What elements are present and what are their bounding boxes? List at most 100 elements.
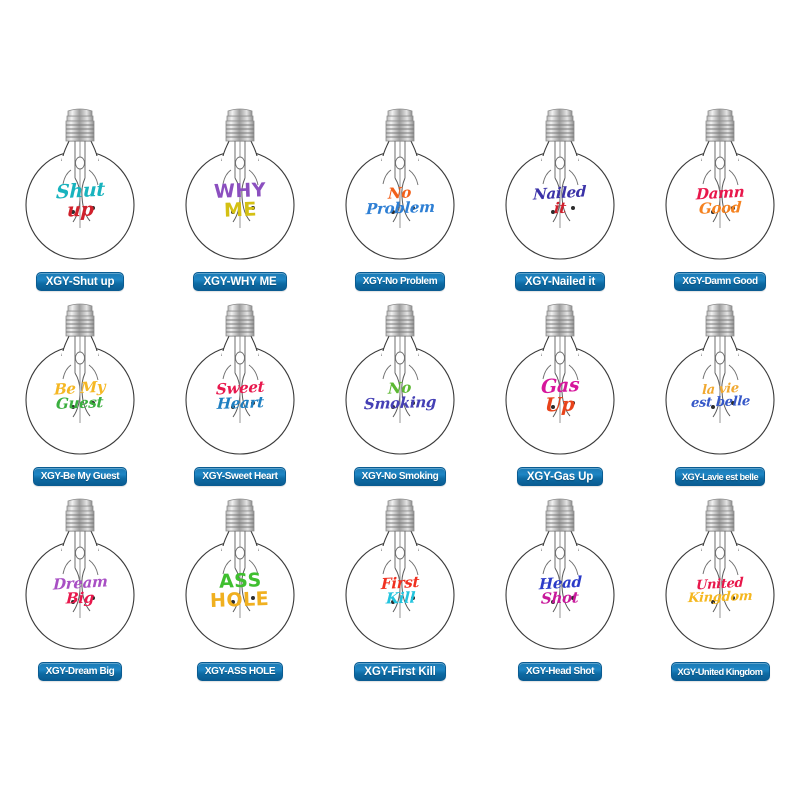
sku-label[interactable]: XGY-Head Shot xyxy=(517,662,603,681)
product-cell[interactable]: Head Shot XGY-Head Shot xyxy=(480,498,640,693)
sku-label[interactable]: XGY-United Kingdom xyxy=(670,662,770,681)
product-cell[interactable]: Damn Good XGY-Damn Good xyxy=(640,108,800,303)
bulb-filament xyxy=(702,531,739,618)
bulb-stem-bulge xyxy=(235,156,245,170)
bulb-stem-bulge xyxy=(395,546,405,560)
bulb-image[interactable]: Dream Big xyxy=(5,498,155,658)
bulb-screw-base xyxy=(225,498,255,532)
bulb-stem-bulge xyxy=(75,546,85,560)
product-cell[interactable]: Be My Guest XGY-Be My Guest xyxy=(0,303,160,498)
product-cell[interactable]: Nailed it XGY-Nailed it xyxy=(480,108,640,303)
filament-tip-left xyxy=(391,210,395,214)
filament-tip-right xyxy=(571,401,575,405)
bulb-image[interactable]: Head Shot xyxy=(485,498,635,658)
bulb-illustration xyxy=(665,108,775,260)
bulb-image[interactable]: No Problem xyxy=(325,108,475,268)
filament-tip-left xyxy=(231,405,235,409)
bulb-image[interactable]: First Kill xyxy=(325,498,475,658)
product-cell[interactable]: No Problem XGY-No Problem xyxy=(320,108,480,303)
product-cell[interactable]: ASS HOLE XGY-ASS HOLE xyxy=(160,498,320,693)
sku-label[interactable]: XGY-Shut up xyxy=(35,272,125,291)
sku-label[interactable]: XGY-Be My Guest xyxy=(32,467,128,486)
bulb-illustration xyxy=(25,108,135,260)
filament-tip-right xyxy=(251,206,255,210)
product-cell[interactable]: WHY ME XGY-WHY ME xyxy=(160,108,320,303)
product-cell[interactable]: No Smoking XGY-No Smoking xyxy=(320,303,480,498)
bulb-screw-base xyxy=(545,498,575,532)
bulb-stem-bulge xyxy=(395,351,405,365)
filament-tip-right xyxy=(251,596,255,600)
bulb-screw-base xyxy=(705,108,735,142)
bulb-screw-base xyxy=(65,303,95,337)
bulb-image[interactable]: No Smoking xyxy=(325,303,475,463)
bulb-screw-base xyxy=(705,498,735,532)
sku-label[interactable]: XGY-Sweet Heart xyxy=(194,467,286,486)
filament-tip-left xyxy=(391,405,395,409)
filament-tip-left xyxy=(71,405,75,409)
sku-label[interactable]: XGY-Damn Good xyxy=(674,272,766,291)
bulb-image[interactable]: ASS HOLE xyxy=(165,498,315,658)
bulb-screw-base xyxy=(65,498,95,532)
filament-tip-right xyxy=(731,596,735,600)
bulb-image[interactable]: Be My Guest xyxy=(5,303,155,463)
bulb-illustration xyxy=(665,303,775,455)
bulb-image[interactable]: la vie est belle xyxy=(645,303,795,463)
filament-tip-left xyxy=(711,405,715,409)
bulb-filament xyxy=(702,141,739,228)
bulb-screw-base xyxy=(705,303,735,337)
bulb-filament xyxy=(222,336,259,423)
sku-label[interactable]: XGY-No Smoking xyxy=(353,467,447,486)
product-cell[interactable]: Sweet Heart XGY-Sweet Heart xyxy=(160,303,320,498)
sku-label[interactable]: XGY-WHY ME xyxy=(193,272,287,291)
bulb-filament xyxy=(62,141,99,228)
bulb-screw-base xyxy=(225,108,255,142)
bulb-stem-bulge xyxy=(715,546,725,560)
bulb-image[interactable]: WHY ME xyxy=(165,108,315,268)
bulb-stem-bulge xyxy=(395,156,405,170)
filament-tip-right xyxy=(571,206,575,210)
bulb-illustration xyxy=(505,108,615,260)
product-cell[interactable]: Dream Big XGY-Dream Big xyxy=(0,498,160,693)
filament-tip-left xyxy=(551,405,555,409)
bulb-illustration xyxy=(505,498,615,650)
product-cell[interactable]: la vie est belle XGY-Lavie est belle xyxy=(640,303,800,498)
sku-label[interactable]: XGY-Nailed it xyxy=(514,272,606,291)
bulb-image[interactable]: Sweet Heart xyxy=(165,303,315,463)
bulb-filament xyxy=(62,336,99,423)
bulb-filament xyxy=(62,531,99,618)
filament-tip-left xyxy=(231,210,235,214)
filament-tip-right xyxy=(91,596,95,600)
filament-tip-right xyxy=(411,596,415,600)
bulb-grid: Shut up XGY-Shut up WHY ME XGY-WHY ME xyxy=(0,108,800,693)
product-cell[interactable]: First Kill XGY-First Kill xyxy=(320,498,480,693)
product-cell[interactable]: Gas Up XGY-Gas Up xyxy=(480,303,640,498)
bulb-image[interactable]: Gas Up xyxy=(485,303,635,463)
sku-label[interactable]: XGY-No Problem xyxy=(354,272,446,291)
bulb-illustration xyxy=(345,108,455,260)
filament-tip-left xyxy=(711,210,715,214)
filament-tip-right xyxy=(91,401,95,405)
sku-label[interactable]: XGY-Gas Up xyxy=(516,467,604,486)
sku-label[interactable]: XGY-ASS HOLE xyxy=(196,662,284,681)
bulb-image[interactable]: Damn Good xyxy=(645,108,795,268)
filament-tip-right xyxy=(411,401,415,405)
bulb-image[interactable]: United Kingdom xyxy=(645,498,795,658)
bulb-filament xyxy=(222,531,259,618)
product-cell[interactable]: Shut up XGY-Shut up xyxy=(0,108,160,303)
filament-tip-left xyxy=(551,210,555,214)
bulb-filament xyxy=(382,141,419,228)
bulb-filament xyxy=(542,336,579,423)
filament-tip-right xyxy=(251,401,255,405)
bulb-screw-base xyxy=(385,498,415,532)
bulb-screw-base xyxy=(225,303,255,337)
bulb-image[interactable]: Shut up xyxy=(5,108,155,268)
sku-label[interactable]: XGY-Dream Big xyxy=(37,662,123,681)
bulb-screw-base xyxy=(385,108,415,142)
bulb-image[interactable]: Nailed it xyxy=(485,108,635,268)
filament-tip-left xyxy=(551,600,555,604)
sku-label[interactable]: XGY-First Kill xyxy=(354,662,446,681)
filament-tip-right xyxy=(411,206,415,210)
product-cell[interactable]: United Kingdom XGY-United Kingdom xyxy=(640,498,800,693)
bulb-stem-bulge xyxy=(235,546,245,560)
sku-label[interactable]: XGY-Lavie est belle xyxy=(674,467,766,486)
